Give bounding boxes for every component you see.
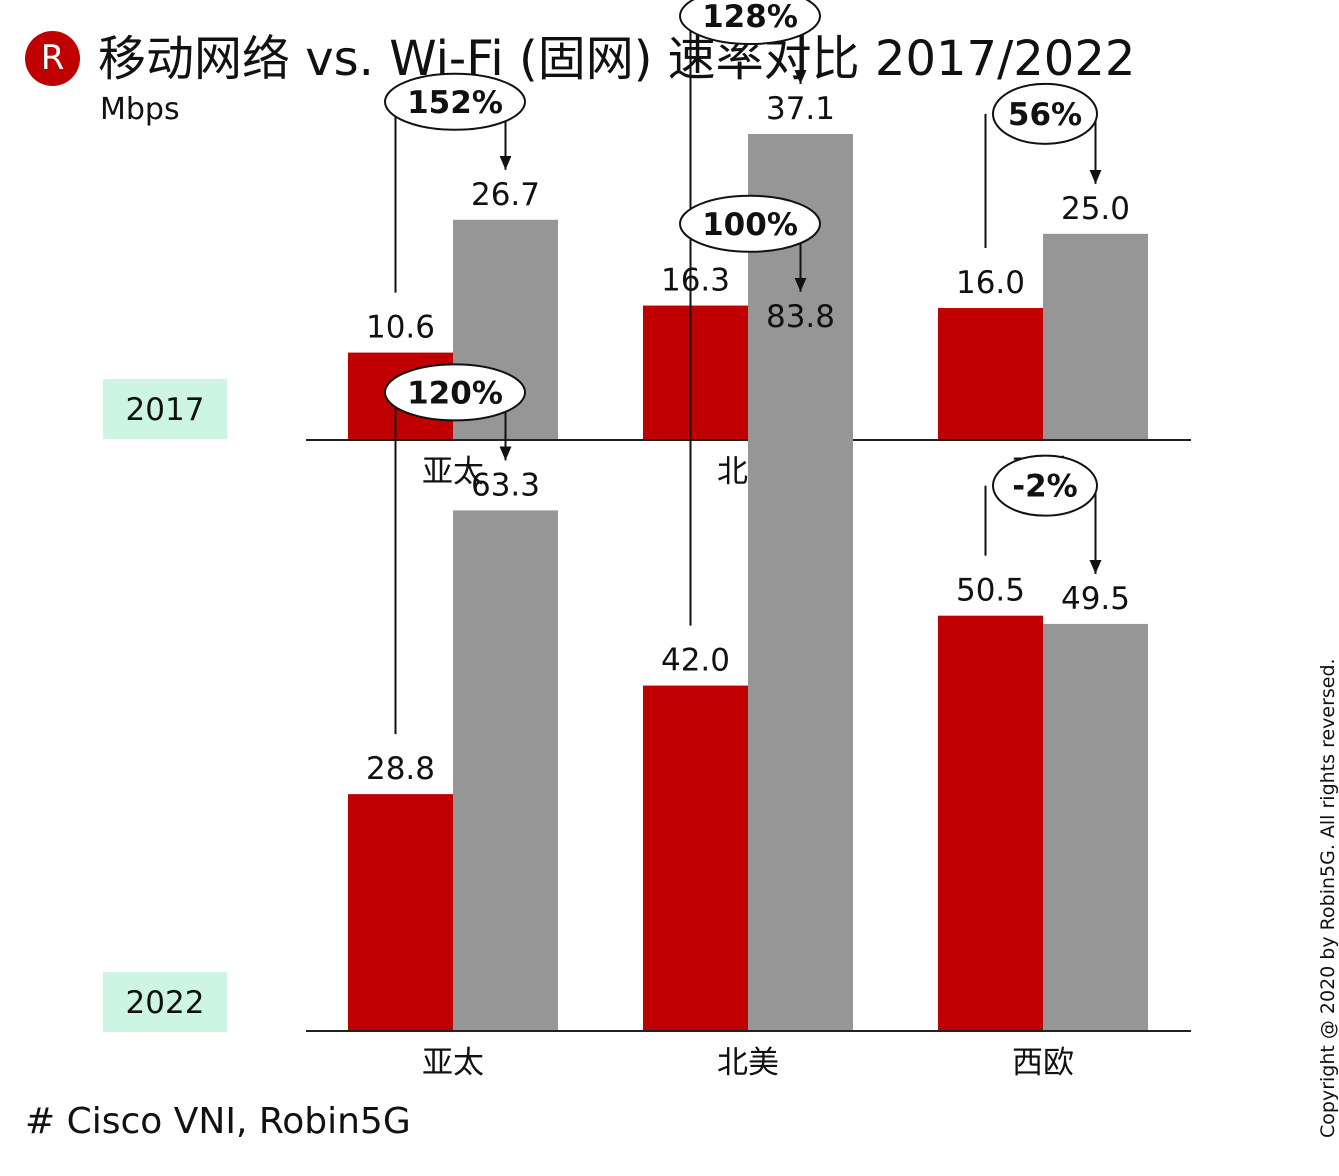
panel-2017-year-badge <box>103 379 227 439</box>
panel-2017-growth-label-1: 128% <box>702 0 798 35</box>
panel-2022-growth-label-2: -2% <box>1012 469 1078 505</box>
panel-2022-year-badge <box>103 972 227 1032</box>
panel-2022-category-label-1: 北美 <box>717 1045 779 1081</box>
panel-2017-value-label-mobile-0: 10.6 <box>366 310 435 346</box>
panel-2022-growth-bubble-1 <box>679 194 821 253</box>
copyright-note: Copyright @ 2020 by Robin5G. All rights … <box>1317 658 1339 1138</box>
panel-2017-value-label-wifi-0: 26.7 <box>471 177 540 213</box>
panel-2017-value-label-wifi-2: 25.0 <box>1061 191 1130 227</box>
panel-2022-growth-label-1: 100% <box>702 207 798 243</box>
panel-2017-growth-label-2: 56% <box>1008 97 1082 133</box>
panel-2022-category-label-2: 西欧 <box>1012 1045 1074 1081</box>
panel-2017-growth-label-0: 152% <box>407 85 503 121</box>
panel-2022-growth-bubble-0 <box>384 363 526 422</box>
panel-2022-growth-label-0: 120% <box>407 375 503 411</box>
panel-2017-year-label: 2017 <box>126 392 205 428</box>
panel-2017-bar-mobile-1 <box>643 305 748 440</box>
panel-2017-growth-bubble-1 <box>679 0 821 46</box>
panel-2022-bar-mobile-2 <box>938 615 1043 1031</box>
panel-2022-bar-wifi-1 <box>748 341 853 1032</box>
panel-2017-value-label-mobile-2: 16.0 <box>956 265 1025 301</box>
unit-label: Mbps <box>100 92 180 127</box>
panel-2022-bar-wifi-2 <box>1043 623 1148 1031</box>
chart-title: 移动网络 vs. Wi-Fi (固网) 速率对比 2017/2022 <box>98 31 1136 87</box>
panel-2022-value-label-wifi-2: 49.5 <box>1061 581 1130 617</box>
panel-2017-value-label-mobile-1: 16.3 <box>661 263 730 299</box>
panel-2022-value-label-mobile-1: 42.0 <box>661 643 730 679</box>
panel-2022-bar-mobile-1 <box>643 685 748 1031</box>
panel-2022-bar-wifi-0 <box>453 510 558 1031</box>
panel-2022-year-label: 2022 <box>126 985 205 1021</box>
panel-2017-category-label-0: 亚太 <box>422 454 484 490</box>
panel-2017-bar-mobile-2 <box>938 308 1043 440</box>
panel-2022-value-label-mobile-0: 28.8 <box>366 751 435 787</box>
panel-2022-value-label-wifi-0: 63.3 <box>471 467 540 503</box>
panel-2017-growth-bubble-0 <box>384 72 526 131</box>
panel-2022-growth-bubble-2 <box>992 454 1098 517</box>
panel-2022-value-label-mobile-2: 50.5 <box>956 573 1025 609</box>
panel-2017-bar-wifi-2 <box>1043 233 1148 440</box>
panel-2022-value-label-wifi-1: 83.8 <box>766 299 835 335</box>
brand-logo: R <box>25 31 80 86</box>
panel-2017-value-label-wifi-1: 37.1 <box>766 91 835 127</box>
panel-2022-category-label-0: 亚太 <box>422 1045 484 1081</box>
source-note: # Cisco VNI, Robin5G <box>25 1101 411 1142</box>
panel-2022-bar-mobile-0 <box>348 794 453 1031</box>
panel-2017-growth-bubble-2 <box>992 82 1098 145</box>
